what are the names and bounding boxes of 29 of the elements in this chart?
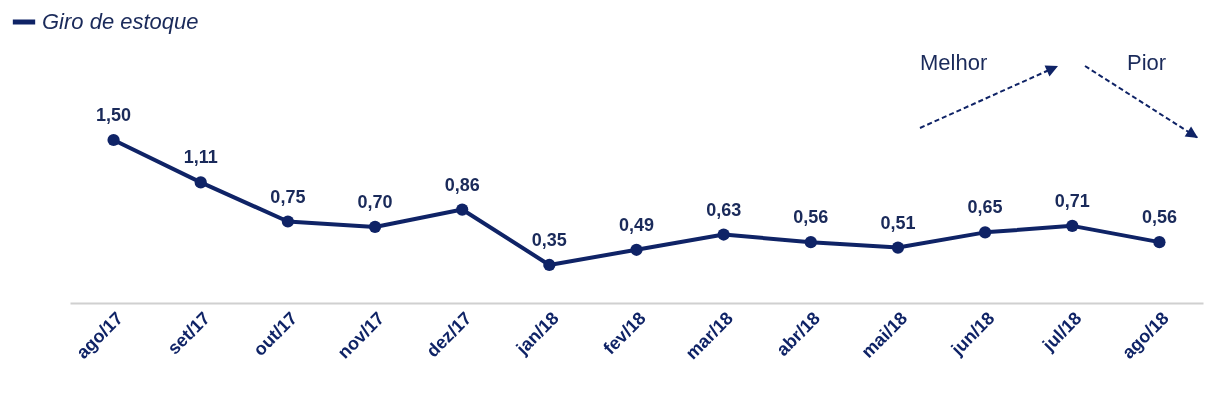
- data-label: 1,11: [183, 147, 218, 168]
- point: [630, 243, 643, 256]
- data-label: 0,56: [1141, 207, 1177, 228]
- point: [1153, 236, 1166, 249]
- data-label: 0,86: [444, 174, 480, 195]
- point: [543, 258, 556, 272]
- point: [717, 228, 730, 241]
- point: [891, 241, 905, 254]
- point: [281, 215, 295, 228]
- data-label: 1,50: [96, 105, 132, 125]
- point: [1066, 219, 1079, 232]
- data-label: 0,71: [1054, 190, 1090, 211]
- point: [978, 226, 992, 239]
- point: [107, 133, 120, 147]
- point: [194, 176, 207, 189]
- legend-label: Giro de estoque: [42, 9, 199, 34]
- data-label: 0,56: [793, 207, 829, 228]
- data-label: 0,63: [706, 199, 742, 220]
- text: Melhor: [920, 50, 988, 76]
- point: [804, 236, 817, 249]
- text: Pior: [1127, 50, 1167, 76]
- data-label: 0,35: [531, 229, 567, 250]
- data-label: 0,49: [618, 214, 655, 235]
- point: [368, 220, 382, 234]
- data-label: 0,51: [880, 212, 916, 233]
- data-label: 0,65: [967, 197, 1003, 218]
- point: [456, 203, 469, 216]
- data-label: 0,75: [270, 186, 306, 207]
- data-label: 0,70: [357, 191, 393, 212]
